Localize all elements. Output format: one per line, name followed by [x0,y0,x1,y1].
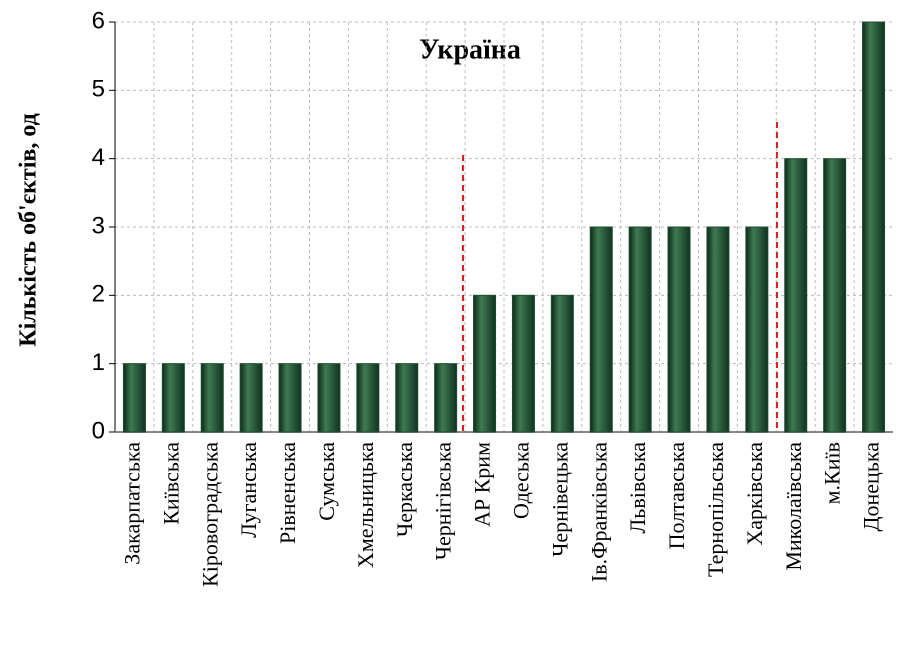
x-tick-label: Ів.Франківська [586,442,611,582]
bar [239,363,263,433]
y-tick-label: 2 [92,281,105,308]
x-tick-label: Київська [158,442,183,525]
x-tick-label: Одеська [508,442,533,519]
bar [200,363,224,433]
x-tick-label: АР Крим [470,442,495,527]
y-tick-label: 5 [92,76,105,103]
y-tick-label: 1 [92,349,105,376]
x-tick-label: Сумська [314,442,339,521]
x-tick-label: Чернівецька [547,442,572,557]
y-tick-label: 3 [92,212,105,239]
bar [278,363,302,433]
x-tick-label: Луганська [236,442,261,538]
x-tick-label: Кіровоградська [197,442,222,587]
bar [667,226,691,433]
y-axis-label: Кількість об'єктів, од [16,113,42,347]
bar [745,226,769,433]
x-tick-label: Хмельницька [353,442,378,568]
bar [784,158,808,433]
x-tick-label: Рівненська [275,442,300,544]
bar [823,158,847,433]
x-tick-label: Чернігівська [431,442,456,560]
x-tick-label: Закарпатська [119,442,144,565]
bar [317,363,341,433]
x-tick-label: Черкаська [392,442,417,537]
bar [395,363,419,433]
bar [511,294,535,433]
x-tick-label: м.Київ [820,442,845,504]
bar [628,226,652,433]
x-tick-label: Миколаївська [781,442,806,571]
x-tick-label: Тернопільська [703,442,728,577]
bar [473,294,497,433]
bar [161,363,185,433]
bar [356,363,380,433]
x-tick-label: Полтавська [664,442,689,550]
bar [550,294,574,433]
x-tick-label: Харківська [742,442,767,546]
bar [589,226,613,433]
y-tick-label: 4 [92,144,105,171]
bar [706,226,730,433]
y-tick-label: 6 [92,7,105,34]
y-tick-label: 0 [92,417,105,444]
bar [862,21,886,433]
chart-title: Україна [419,34,521,65]
x-tick-label: Донецька [859,442,884,532]
bar [434,363,458,433]
x-tick-label: Львівська [625,442,650,534]
bar [122,363,146,433]
